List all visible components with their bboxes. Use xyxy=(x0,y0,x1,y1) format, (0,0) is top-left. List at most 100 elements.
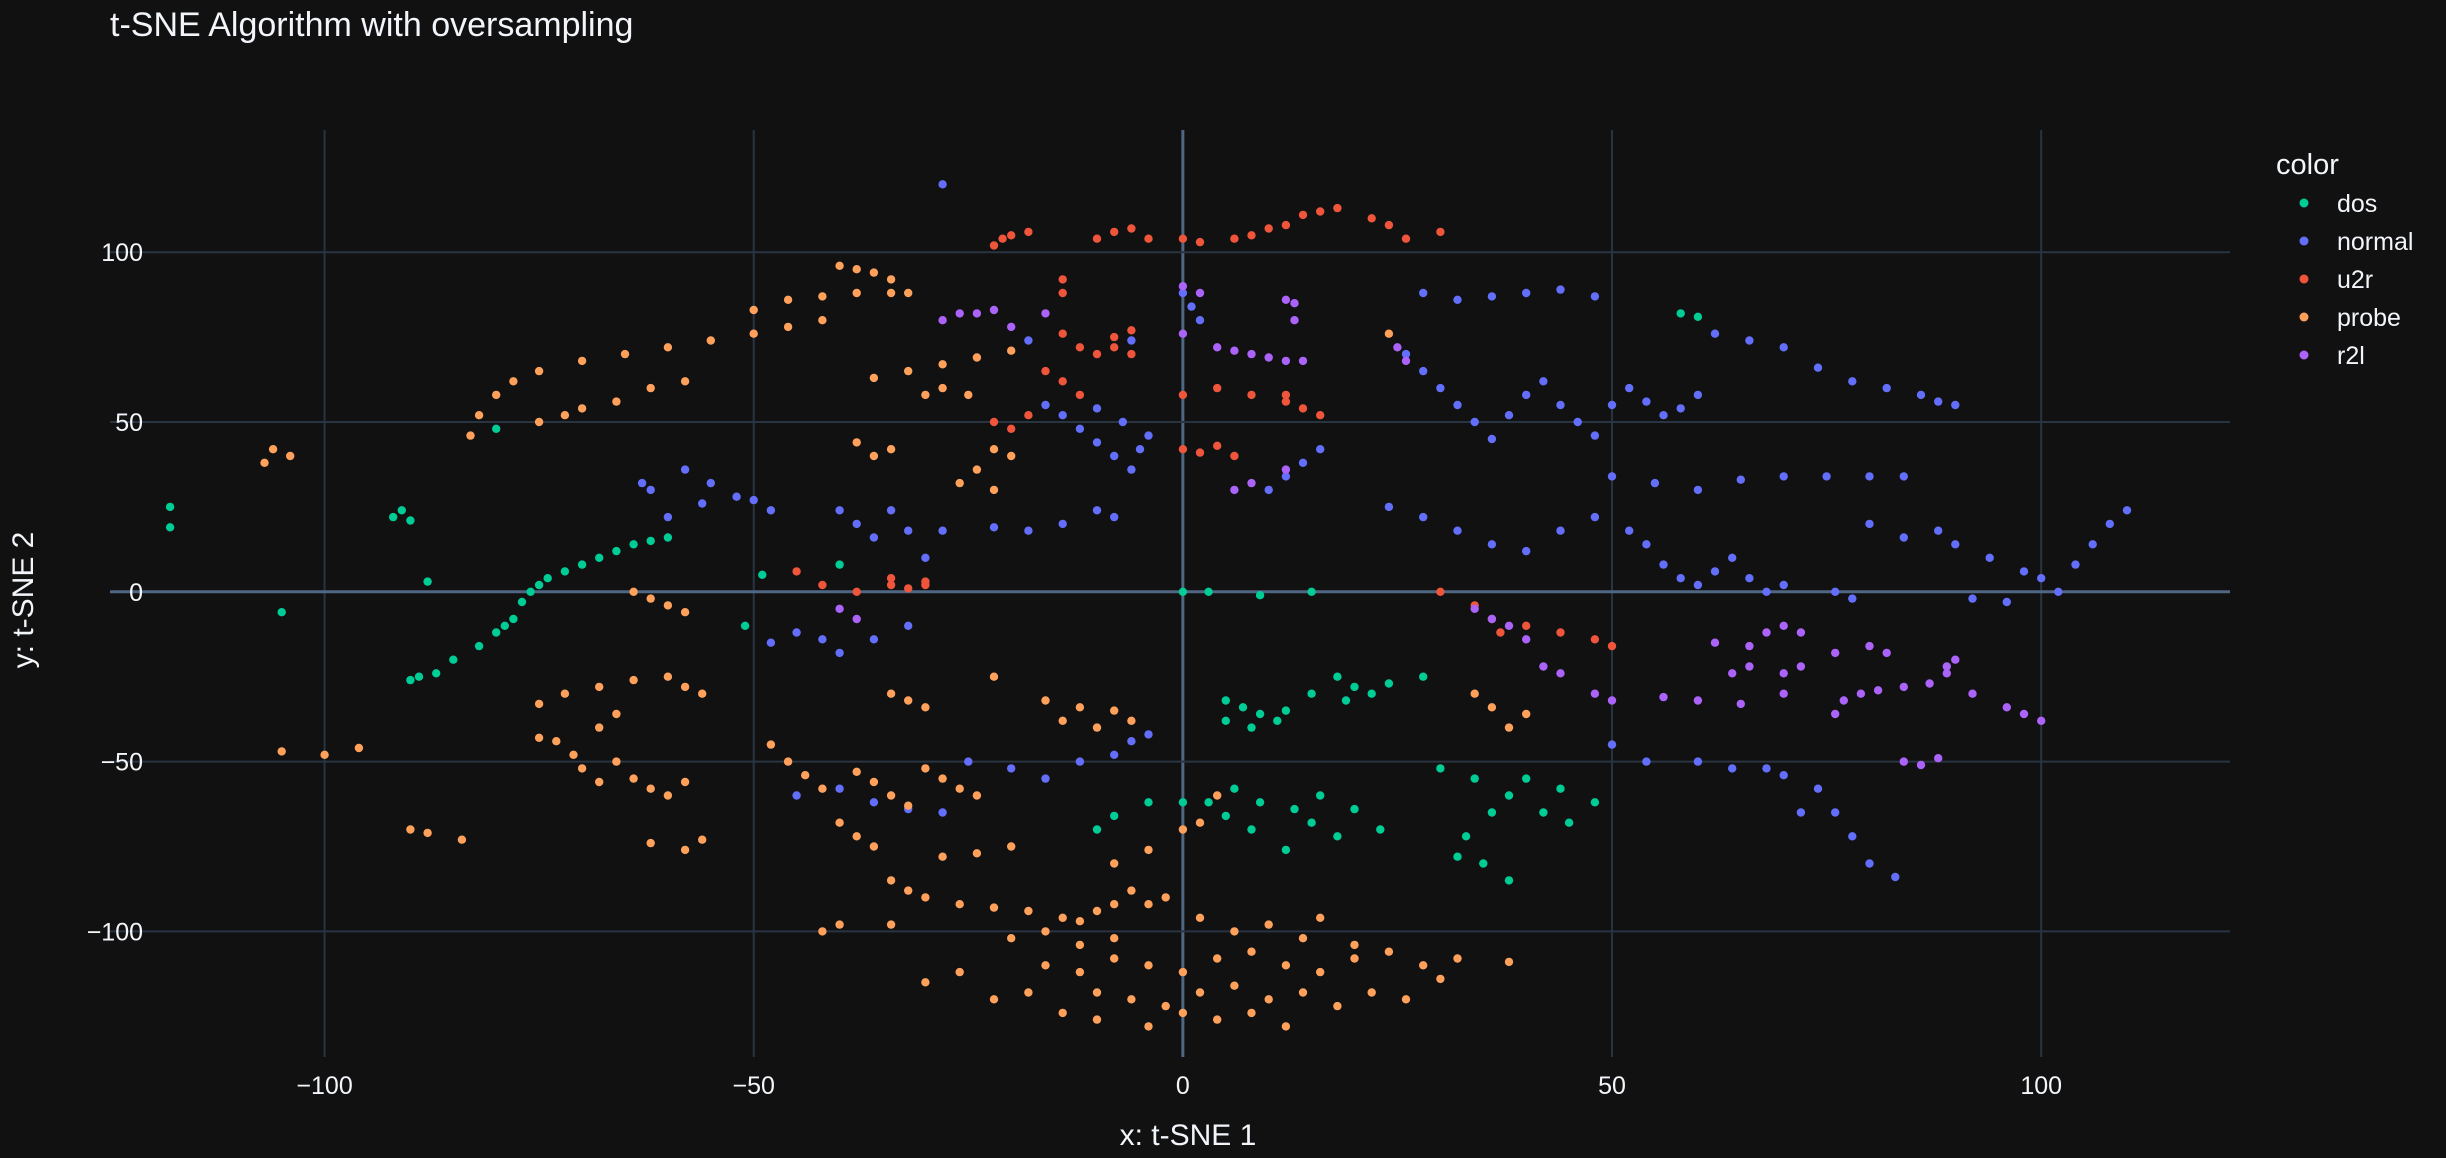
data-point-normal xyxy=(1127,737,1136,746)
data-point-dos xyxy=(1144,798,1153,807)
data-point-normal xyxy=(852,519,861,529)
data-point-normal xyxy=(1607,400,1617,410)
data-point-probe xyxy=(989,485,999,495)
data-point-u2r xyxy=(1367,214,1376,223)
data-point-normal xyxy=(1110,750,1119,759)
data-point-u2r xyxy=(1178,445,1188,454)
data-point-probe xyxy=(1230,981,1239,990)
data-point-dos xyxy=(1470,774,1479,783)
data-point-probe xyxy=(1230,927,1239,936)
data-point-probe xyxy=(680,377,690,386)
data-point-probe xyxy=(1419,961,1428,970)
data-point-probe xyxy=(749,329,758,338)
data-point-probe xyxy=(955,478,964,488)
data-point-probe xyxy=(1007,346,1016,355)
data-point-normal xyxy=(1453,295,1462,304)
data-point-normal xyxy=(1865,519,1874,529)
data-point-dos xyxy=(1350,804,1359,814)
data-point-probe xyxy=(1350,954,1359,963)
data-point-r2l xyxy=(2002,703,2012,712)
data-point-u2r xyxy=(1024,411,1033,420)
data-point-probe xyxy=(989,903,999,912)
data-point-dos xyxy=(432,669,441,678)
y-tick-label: −100 xyxy=(87,918,143,946)
data-point-probe xyxy=(938,383,947,393)
data-point-normal xyxy=(1865,859,1874,868)
data-point-probe xyxy=(1092,723,1102,732)
data-point-normal xyxy=(1384,502,1394,512)
data-point-normal xyxy=(1693,757,1703,766)
data-point-probe xyxy=(1127,995,1136,1004)
data-point-normal xyxy=(1779,343,1788,352)
data-point-probe xyxy=(1178,1008,1188,1018)
y-tick-label: −50 xyxy=(101,749,143,777)
legend-item-normal[interactable]: normal xyxy=(2299,228,2414,256)
data-point-u2r xyxy=(1127,224,1136,233)
data-point-normal xyxy=(938,808,947,817)
data-point-dos xyxy=(646,536,655,546)
data-point-dos xyxy=(835,560,844,569)
data-point-probe xyxy=(852,438,861,447)
data-point-probe xyxy=(1144,845,1153,855)
legend-item-r2l[interactable]: r2l xyxy=(2299,342,2365,370)
data-point-r2l xyxy=(1539,662,1548,671)
data-point-u2r xyxy=(1058,288,1067,298)
x-tick-labels: −100 −50 0 50 100 xyxy=(296,1072,2062,1100)
data-point-dos xyxy=(560,567,570,576)
data-point-normal xyxy=(1951,540,1960,549)
data-point-normal xyxy=(1745,574,1754,583)
data-point-r2l xyxy=(1281,356,1291,366)
data-point-r2l xyxy=(1298,356,1308,366)
data-point-dos xyxy=(277,608,286,617)
data-point-probe xyxy=(646,383,655,393)
data-point-u2r xyxy=(1075,343,1085,352)
data-point-normal xyxy=(732,492,741,501)
data-point-probe xyxy=(612,397,621,406)
series-u2r xyxy=(792,203,1617,651)
data-point-u2r xyxy=(886,580,896,590)
data-point-probe xyxy=(852,288,861,298)
data-point-normal xyxy=(1831,587,1840,596)
data-point-dos xyxy=(595,553,604,562)
data-point-probe xyxy=(964,390,973,400)
data-point-probe xyxy=(268,445,278,454)
data-point-normal xyxy=(2002,597,2012,607)
data-point-dos xyxy=(1487,808,1497,817)
data-point-probe xyxy=(423,828,432,838)
legend-label-r2l: r2l xyxy=(2337,342,2365,370)
data-point-u2r xyxy=(1178,390,1188,400)
data-point-u2r xyxy=(1007,231,1016,240)
data-point-normal xyxy=(646,485,655,495)
data-point-r2l xyxy=(1899,682,1909,692)
legend-item-dos[interactable]: dos xyxy=(2299,190,2378,218)
data-point-dos xyxy=(1255,798,1265,807)
data-point-probe xyxy=(1144,961,1153,970)
data-point-r2l xyxy=(1041,309,1050,318)
data-point-r2l xyxy=(1779,689,1788,698)
data-point-r2l xyxy=(1522,635,1531,644)
data-point-probe xyxy=(904,288,913,298)
legend-item-u2r[interactable]: u2r xyxy=(2299,266,2374,294)
data-point-probe xyxy=(886,689,896,698)
data-point-probe xyxy=(886,445,896,454)
data-point-normal xyxy=(637,478,647,488)
data-point-dos xyxy=(1376,825,1385,834)
data-point-probe xyxy=(1195,818,1205,827)
data-point-normal xyxy=(1419,288,1428,298)
data-point-normal xyxy=(1110,512,1119,522)
data-point-normal xyxy=(1607,472,1617,481)
data-point-probe xyxy=(492,390,501,400)
data-point-dos xyxy=(543,574,552,583)
data-point-normal xyxy=(1934,397,1943,406)
data-point-dos xyxy=(663,533,673,542)
data-point-normal xyxy=(1779,580,1788,590)
data-point-normal xyxy=(1178,288,1188,298)
data-point-probe xyxy=(989,995,999,1004)
data-point-normal xyxy=(869,635,879,644)
data-point-dos xyxy=(629,540,638,549)
legend-marker-u2r xyxy=(2299,274,2309,284)
data-point-normal xyxy=(1127,336,1136,345)
data-point-dos xyxy=(1273,716,1282,725)
data-point-normal xyxy=(818,635,827,644)
legend-item-probe[interactable]: probe xyxy=(2299,304,2401,332)
